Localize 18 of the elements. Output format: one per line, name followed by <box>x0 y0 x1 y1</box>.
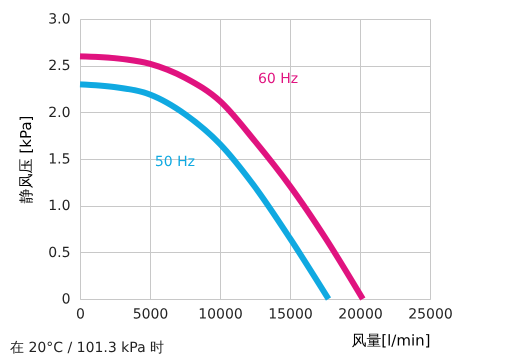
y-tick-label: 0.5 <box>48 244 70 261</box>
y-tick-label: 0 <box>62 292 70 308</box>
x-tick-label: 20000 <box>338 306 383 322</box>
y-axis-title: 静风压 [kPa] <box>17 116 36 204</box>
x-tick-label: 25000 <box>408 306 453 322</box>
y-tick-label: 1.0 <box>48 198 70 214</box>
y-tick-label: 2.0 <box>48 104 70 121</box>
x-tick-label: 10000 <box>198 306 243 322</box>
y-tick-label: 1.5 <box>48 152 70 168</box>
x-axis-title: 风量[l/min] <box>351 332 430 350</box>
text: 60 Hz <box>258 71 298 88</box>
x-tick-label: 15000 <box>268 306 313 322</box>
x-tick-label: 5000 <box>132 306 168 322</box>
x-tick-label: 0 <box>76 306 85 322</box>
text: 在 20°C / 101.3 kPa 时 <box>10 340 164 356</box>
y-tick-label: 2.5 <box>48 58 70 74</box>
series-label: 50 Hz <box>154 154 195 170</box>
y-tick-label: 3.0 <box>48 12 70 28</box>
